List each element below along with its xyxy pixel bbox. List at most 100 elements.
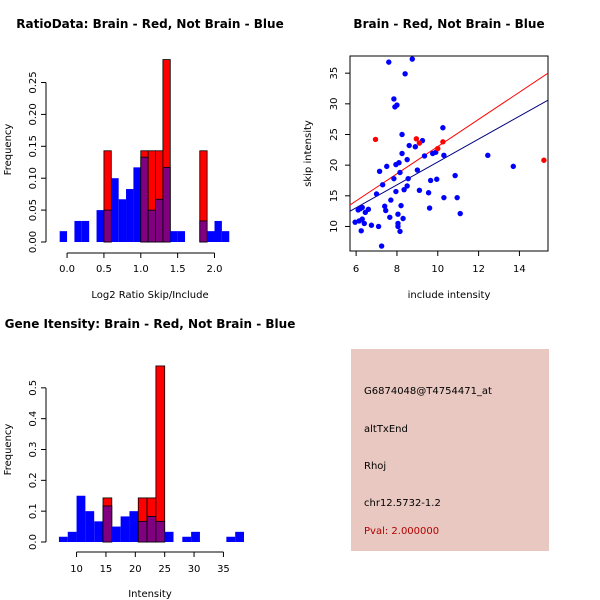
y-tick-label: 0.20 xyxy=(28,103,39,125)
bar-not-brain xyxy=(102,505,113,543)
point-not-brain xyxy=(412,144,419,150)
point-not-brain xyxy=(391,96,397,102)
x-tick-label: 1.0 xyxy=(133,264,149,275)
point-not-brain xyxy=(402,71,408,77)
point-not-brain xyxy=(404,156,410,163)
bar-not-brain xyxy=(133,167,141,242)
p-value: Pval: 2.000000 xyxy=(364,526,440,537)
point-not-brain xyxy=(457,210,463,217)
point-not-brain xyxy=(441,152,447,159)
bar-not-brain xyxy=(191,531,200,542)
point-not-brain xyxy=(434,176,440,182)
y-tick-label: 0.10 xyxy=(28,167,39,189)
bar-not-brain xyxy=(146,516,157,543)
gene-symbol: Rhoj xyxy=(364,461,387,472)
x-tick-label: 35 xyxy=(217,564,230,575)
bar-not-brain xyxy=(214,220,222,242)
bar-not-brain xyxy=(155,520,166,543)
x-tick-label: 20 xyxy=(129,564,142,575)
y-tick-label: 0.4 xyxy=(28,411,39,427)
point-not-brain xyxy=(401,186,407,193)
x-axis-label: Intensity xyxy=(128,589,172,600)
point-not-brain xyxy=(356,218,362,224)
y-axis-label: Frequency xyxy=(3,424,14,476)
point-not-brain xyxy=(421,153,428,159)
y-tick-label: 25 xyxy=(329,128,340,141)
x-tick-label: 14 xyxy=(513,264,526,275)
point-not-brain xyxy=(452,172,458,179)
y-tick-label: 0.2 xyxy=(28,472,39,488)
point-not-brain xyxy=(398,202,404,209)
bar-not-brain xyxy=(103,209,112,243)
point-not-brain xyxy=(388,197,394,203)
x-tick-label: 15 xyxy=(100,564,113,575)
bar-not-brain xyxy=(96,210,104,242)
bar-not-brain xyxy=(67,531,77,542)
y-tick-label: 0.1 xyxy=(28,503,39,519)
point-not-brain xyxy=(361,220,367,227)
point-not-brain xyxy=(382,203,388,209)
y-tick-label: 15 xyxy=(329,189,340,202)
bar-brain xyxy=(155,365,166,543)
bar-not-brain xyxy=(182,536,192,542)
x-tick-label: 0.5 xyxy=(96,264,112,275)
x-axis-label: include intensity xyxy=(408,290,491,301)
x-tick-label: 10 xyxy=(431,264,444,275)
point-brain xyxy=(435,145,441,152)
point-not-brain xyxy=(376,168,383,174)
bar-not-brain xyxy=(74,220,82,242)
x-axis-label: Log2 Ratio Skip/Include xyxy=(91,290,208,301)
chart-2: Brain - Red, Not Brain - Blue 6 8 10 12 14 inc… xyxy=(303,17,549,301)
point-not-brain xyxy=(399,150,405,157)
x-tick-label: 10 xyxy=(70,564,83,575)
bar-not-brain xyxy=(111,526,121,542)
point-not-brain xyxy=(485,152,491,159)
point-not-brain xyxy=(406,142,412,149)
bar-not-brain xyxy=(140,156,149,243)
y-axis-label: skip intensity xyxy=(303,120,314,187)
event-type: altTxEnd xyxy=(364,424,408,435)
y-tick-label: 10 xyxy=(329,220,340,233)
bar-not-brain xyxy=(118,199,127,242)
point-not-brain xyxy=(404,183,410,189)
point-not-brain xyxy=(375,223,382,230)
x-tick-label: 25 xyxy=(158,564,171,575)
y-tick-label: 0.25 xyxy=(28,71,39,93)
point-not-brain xyxy=(427,177,434,184)
bar-not-brain xyxy=(58,536,68,542)
chart-title: RatioData: Brain - Red, Not Brain - Blue xyxy=(16,17,283,31)
bar-not-brain xyxy=(126,189,134,242)
point-not-brain xyxy=(425,190,432,196)
fit-lines xyxy=(350,72,548,212)
point-not-brain xyxy=(426,205,433,211)
info-panel: G6874048@T4754471_at altTxEnd Rhoj chr12… xyxy=(351,349,549,551)
x-tick-label: 8 xyxy=(394,264,400,275)
x-tick-label: 1.5 xyxy=(170,264,186,275)
point-not-brain xyxy=(397,228,403,235)
point-not-brain xyxy=(416,187,423,193)
bar-not-brain xyxy=(129,511,139,542)
point-brain xyxy=(416,140,423,146)
point-not-brain xyxy=(391,175,397,182)
bar-not-brain xyxy=(170,231,178,242)
x-tick-label: 2.0 xyxy=(207,264,223,275)
point-not-brain xyxy=(414,167,421,173)
y-tick-label: 0.05 xyxy=(28,199,39,221)
bar-not-brain xyxy=(85,511,95,542)
point-not-brain xyxy=(352,219,358,225)
point-brain xyxy=(372,136,379,143)
point-not-brain xyxy=(510,163,516,170)
point-not-brain xyxy=(405,175,411,182)
y-tick-label: 0.5 xyxy=(28,380,39,396)
point-not-brain xyxy=(395,211,401,217)
point-not-brain xyxy=(379,182,386,188)
bar-not-brain xyxy=(235,531,244,542)
point-not-brain xyxy=(409,56,415,62)
y-tick-label: 0.15 xyxy=(28,135,39,157)
point-not-brain xyxy=(394,102,400,108)
plot-frame xyxy=(349,55,549,252)
y-tick-label: 30 xyxy=(329,97,340,110)
x-tick-label: 30 xyxy=(188,564,201,575)
bar-not-brain xyxy=(137,520,148,543)
